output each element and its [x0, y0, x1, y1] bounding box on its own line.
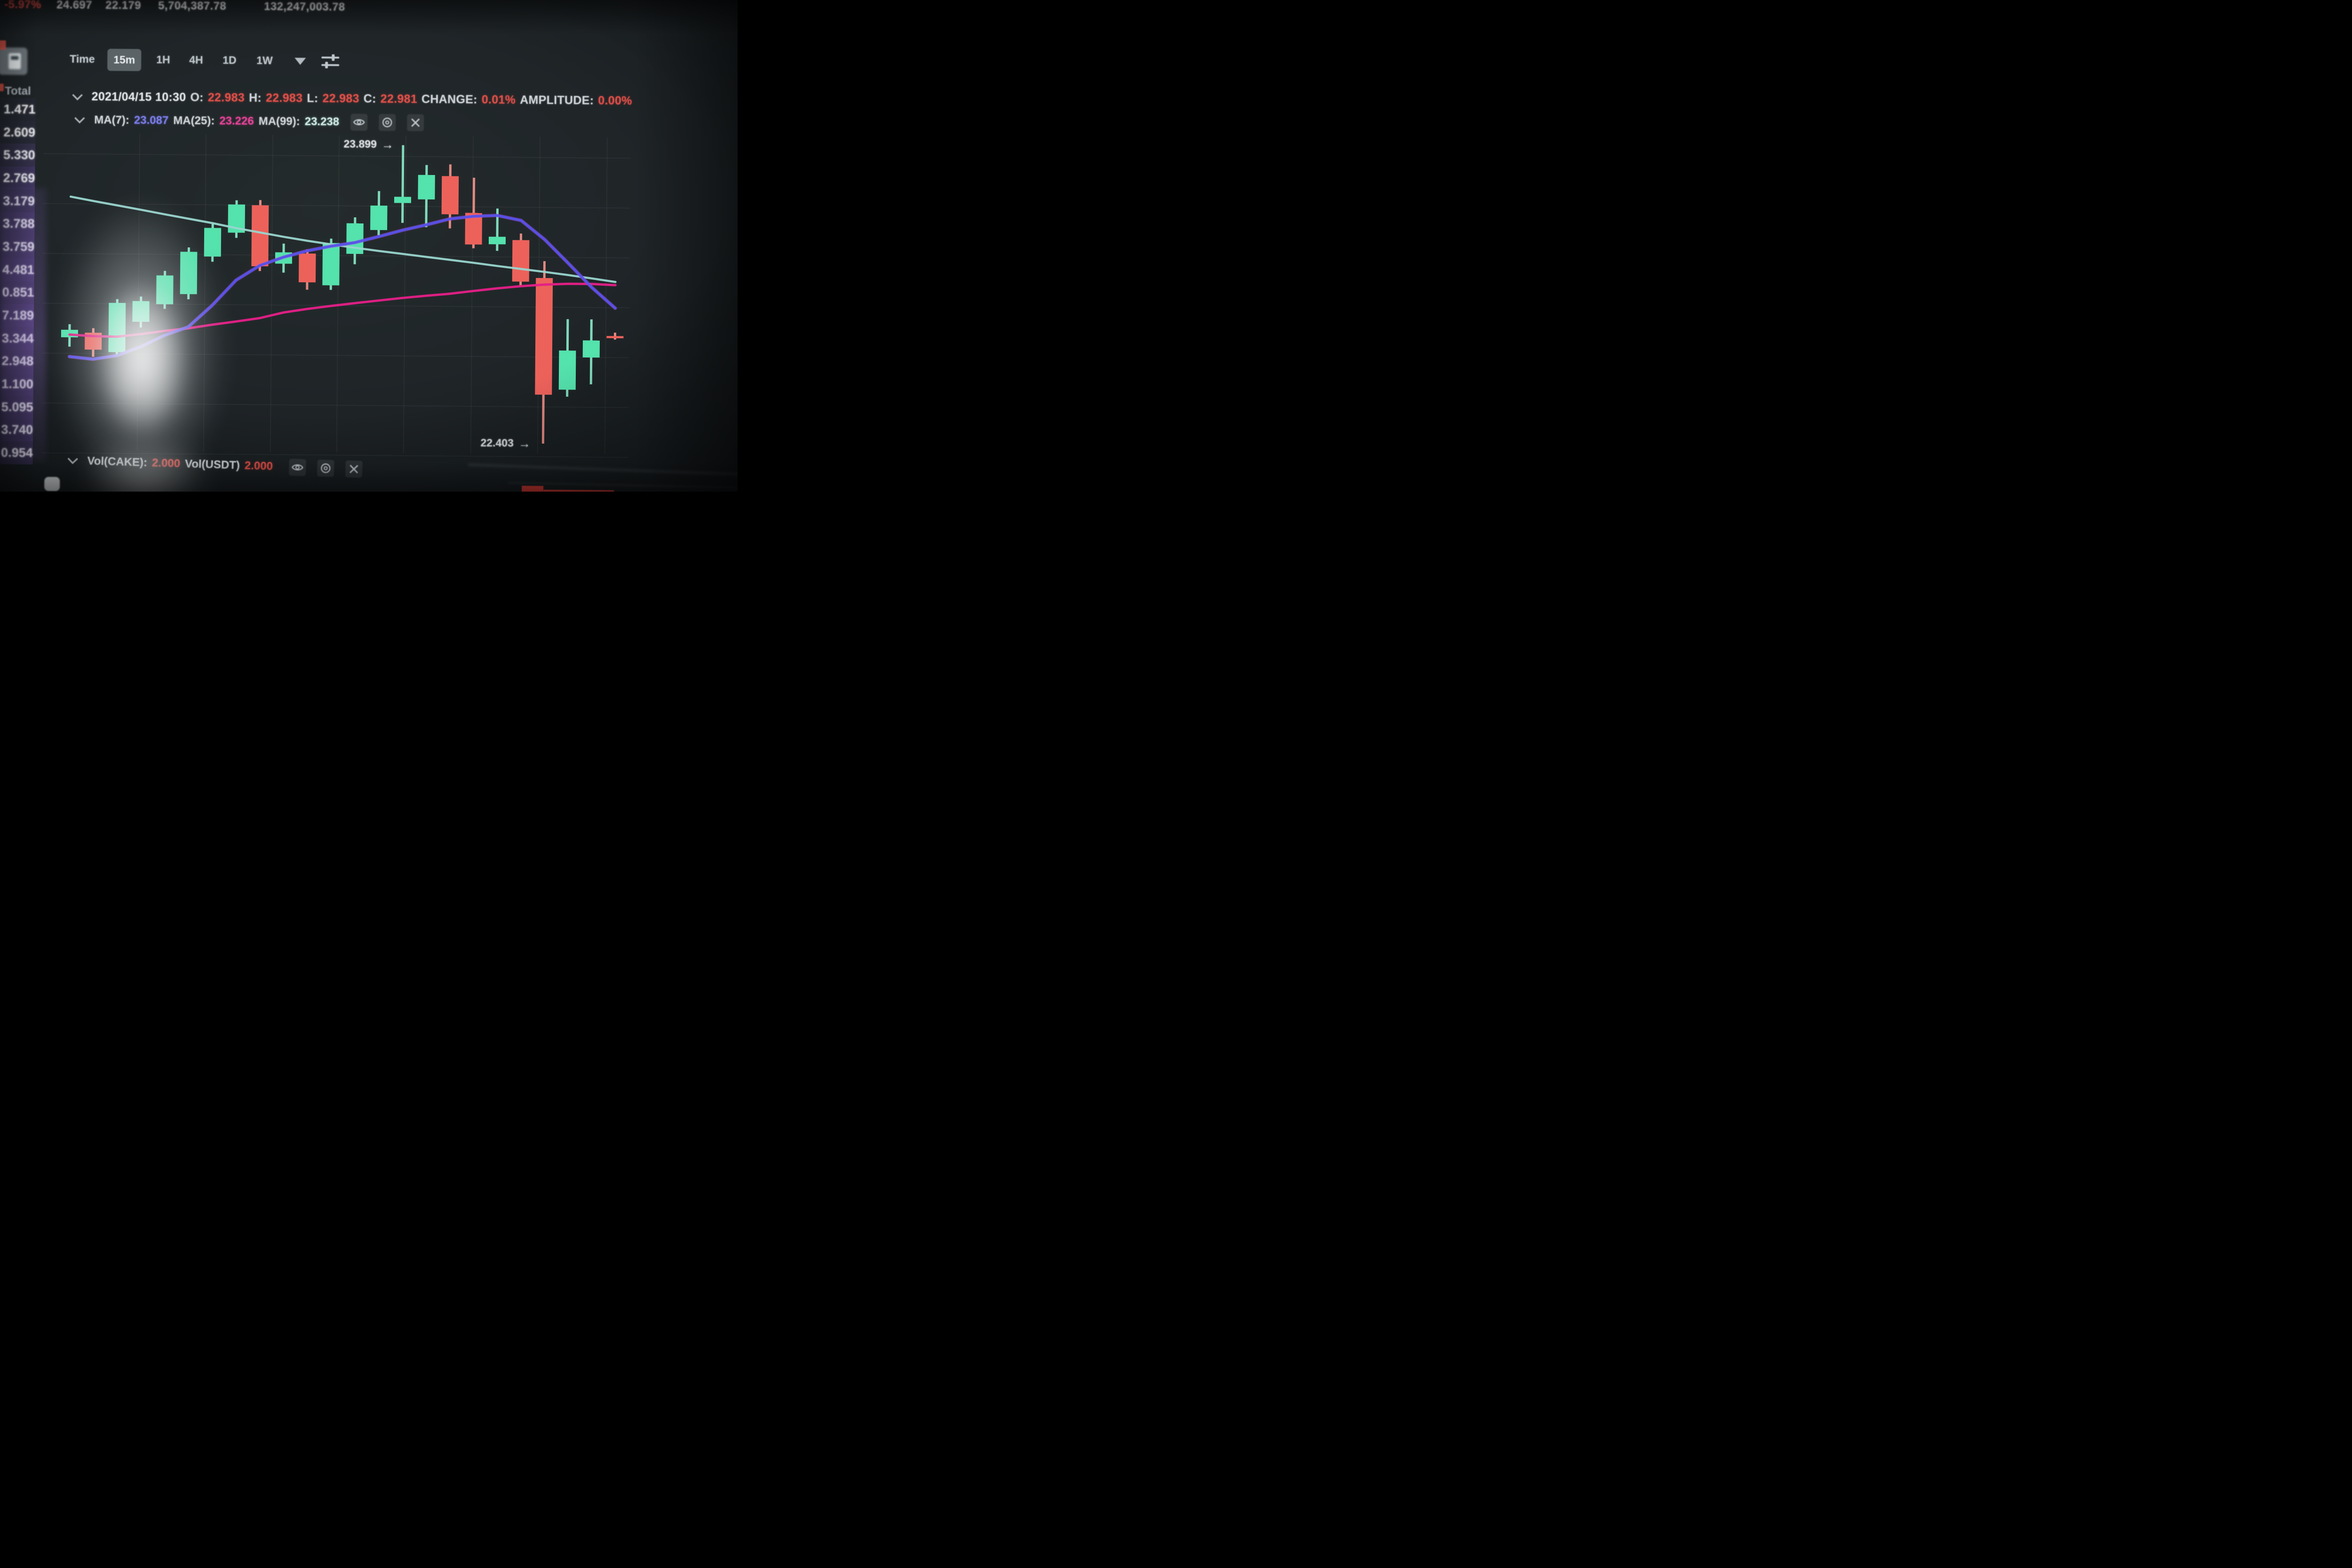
- arrow-right-icon: →: [381, 137, 394, 151]
- vol-quote-label: Vol(USDT): [184, 457, 240, 472]
- target-icon[interactable]: [317, 459, 334, 477]
- eye-icon[interactable]: [288, 458, 306, 477]
- low-annotation: 22.403 →: [480, 436, 531, 451]
- candlestick-chart[interactable]: [0, 0, 738, 492]
- volume-bar: [543, 489, 614, 492]
- close-icon[interactable]: [345, 460, 363, 478]
- vol-base-value: 2.000: [151, 456, 181, 470]
- arrow-right-icon: →: [518, 436, 531, 451]
- trading-terminal-screen: -5.97% 24.697 22.179 5,704,387.78 132,24…: [0, 0, 738, 492]
- chevron-down-icon[interactable]: [66, 456, 79, 465]
- vol-quote-value: 2.000: [244, 459, 273, 473]
- vol-base-label: Vol(CAKE):: [87, 454, 148, 470]
- volume-bar: [522, 486, 544, 492]
- scroll-left-button[interactable]: [44, 477, 60, 491]
- high-annotation: 23.899 →: [343, 137, 394, 151]
